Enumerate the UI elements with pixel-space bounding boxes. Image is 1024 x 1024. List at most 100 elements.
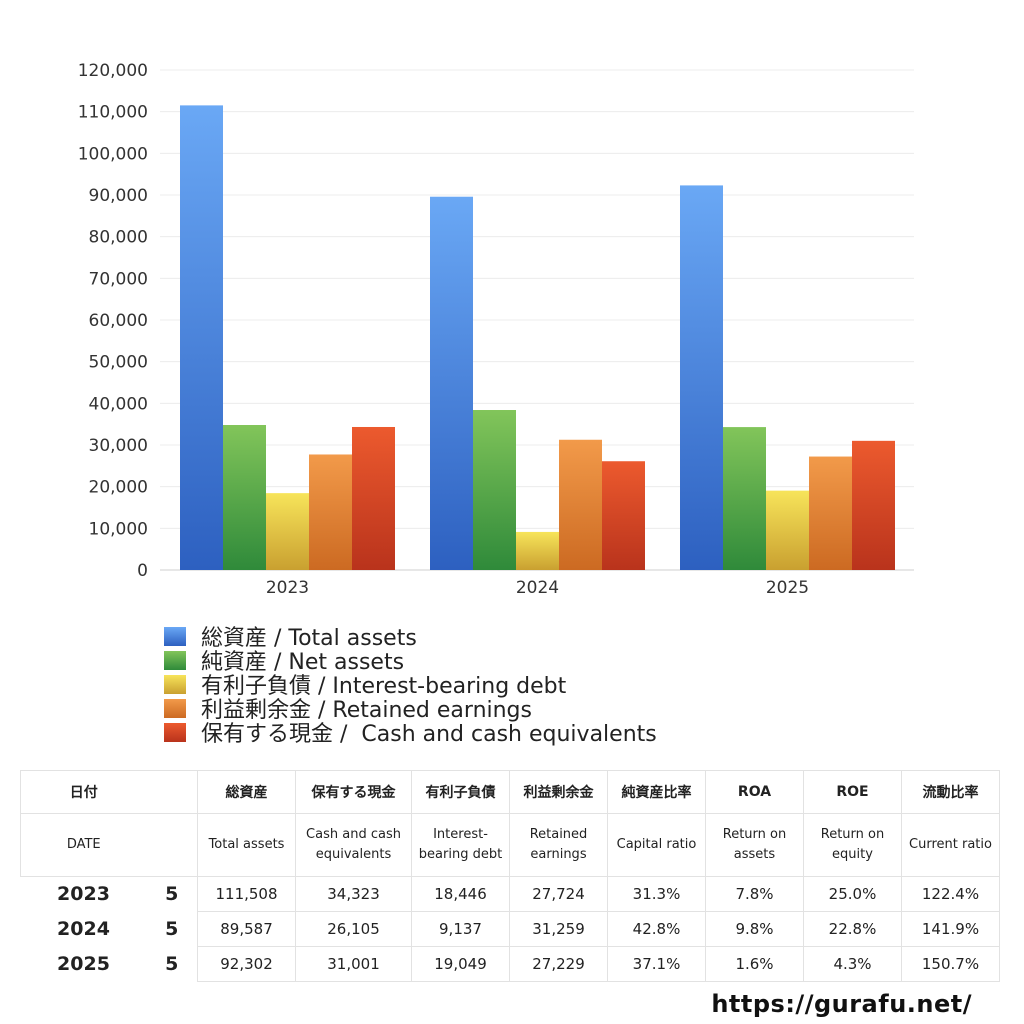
header-cell-en: Capital ratio <box>607 813 706 877</box>
table-header-jp: 日付 総資産 保有する現金 有利子負債 利益剰余金 純資産比率 ROA ROE 流動比率 <box>20 770 1000 814</box>
bar-2025-series-3 <box>809 456 852 570</box>
header-cell-en: Cash and cash equivalents <box>295 813 412 877</box>
y-tick-label: 100,000 <box>78 144 148 164</box>
header-cell-jp: 有利子負債 <box>411 770 510 814</box>
legend-item: 総資産 / Total assets <box>164 624 657 651</box>
table-row: 2024 5 89,587 26,105 9,137 31,259 42.8% 9.8% 22.… <box>21 911 1000 947</box>
legend-swatch <box>164 650 186 670</box>
legend-swatch <box>164 626 186 646</box>
header-cell-en: DATE <box>20 813 147 877</box>
table-cell: 4.3% <box>803 946 902 982</box>
table-cell: 37.1% <box>607 946 706 982</box>
table-cell: 25.0% <box>803 876 902 912</box>
table-cell: 26,105 <box>295 911 412 947</box>
table-cell: 5 <box>146 911 198 947</box>
legend-label: 保有する現金 / Cash and cash equivalents <box>201 722 657 747</box>
table-header-en: DATE Total assets Cash and cash equivalent… <box>20 813 1000 877</box>
y-tick-label: 110,000 <box>78 103 148 123</box>
table-cell: 18,446 <box>411 876 510 912</box>
y-tick-label: 90,000 <box>89 186 148 206</box>
header-cell-jp: 日付 <box>20 770 147 814</box>
legend-item: 利益剰余金 / Retained earnings <box>164 696 657 723</box>
legend-item: 有利子負債 / Interest-bearing debt <box>164 672 657 699</box>
bar-2025-series-2 <box>766 490 809 570</box>
table-cell: 89,587 <box>197 911 296 947</box>
table-cell: 111,508 <box>197 876 296 912</box>
legend-swatch <box>164 722 186 742</box>
header-cell-en <box>146 813 198 877</box>
bar-2024-series-0 <box>430 196 473 571</box>
y-tick-label: 30,000 <box>89 436 148 456</box>
table-cell: 2023 <box>57 883 110 906</box>
table-cell: 31,259 <box>509 911 608 947</box>
table-cell: 122.4% <box>901 876 1000 912</box>
bars <box>180 105 895 571</box>
header-cell-en: Interest-bearing debt <box>411 813 510 877</box>
table-cell: 42.8% <box>607 911 706 947</box>
header-cell-en: Return on assets <box>705 813 804 877</box>
x-tick-label: 2024 <box>516 578 559 598</box>
bar-2023-series-4 <box>352 426 395 570</box>
y-tick-label: 50,000 <box>89 353 148 373</box>
y-axis-ticks: 0 10,000 20,000 30,000 40,000 50,000 60,000 70,… <box>78 61 148 581</box>
table-cell: 9,137 <box>411 911 510 947</box>
bar-2023-series-1 <box>223 425 266 570</box>
header-cell-en: Total assets <box>197 813 296 877</box>
header-cell-en: Retained earnings <box>509 813 608 877</box>
table-cell: 150.7% <box>901 946 1000 982</box>
table-cell: 1.6% <box>705 946 804 982</box>
table-cell: 22.8% <box>803 911 902 947</box>
bar-2023-series-2 <box>266 493 309 570</box>
table-cell: 27,229 <box>509 946 608 982</box>
legend-label: 有利子負債 / Interest-bearing debt <box>201 674 567 699</box>
bar-2023-series-3 <box>309 454 352 570</box>
legend-label: 利益剰余金 / Retained earnings <box>201 698 532 723</box>
y-tick-label: 0 <box>137 561 148 581</box>
y-tick-label: 80,000 <box>89 228 148 248</box>
table-cell: 31.3% <box>607 876 706 912</box>
y-tick-label: 60,000 <box>89 311 148 331</box>
header-cell-jp: 保有する現金 <box>295 770 412 814</box>
site-url[interactable]: https://gurafu.net/ <box>711 990 972 1018</box>
legend-label: 総資産 / Total assets <box>201 626 417 651</box>
y-tick-label: 20,000 <box>89 478 148 498</box>
legend: 総資産 / Total assets 純資産 / Net assets 有利子負債 … <box>164 624 657 747</box>
header-cell-jp: ROA <box>705 770 804 814</box>
table-cell: 141.9% <box>901 911 1000 947</box>
bar-2023-series-0 <box>180 105 223 570</box>
table-cell: 92,302 <box>197 946 296 982</box>
table-cell: 5 <box>146 946 198 982</box>
bar-2024-series-4 <box>602 461 645 570</box>
table-cell: 2025 <box>57 953 110 975</box>
x-axis-ticks: 2023 2024 2025 <box>266 578 809 598</box>
bar-2024-series-1 <box>473 410 516 570</box>
table-cell: 7.8% <box>705 876 804 912</box>
legend-item: 保有する現金 / Cash and cash equivalents <box>164 720 657 747</box>
table-cell: 9.8% <box>705 911 804 947</box>
header-cell-jp: 流動比率 <box>901 770 1000 814</box>
table-cell: 2024 <box>57 918 110 940</box>
bar-chart: 0 10,000 20,000 30,000 40,000 50,000 60,000 70,… <box>78 61 914 598</box>
header-cell-jp: 総資産 <box>197 770 296 814</box>
legend-swatch <box>164 698 186 718</box>
table-row: 2023 5 111,508 34,323 18,446 27,724 31.3% 7.8% 2… <box>21 876 1000 912</box>
header-cell-jp: 利益剰余金 <box>509 770 608 814</box>
table-cell: 27,724 <box>509 876 608 912</box>
x-tick-label: 2025 <box>766 578 809 598</box>
legend-item: 純資産 / Net assets <box>164 648 657 675</box>
header-cell-jp: 純資産比率 <box>607 770 706 814</box>
y-tick-label: 10,000 <box>89 519 148 539</box>
y-tick-label: 70,000 <box>89 269 148 289</box>
bar-2024-series-3 <box>559 439 602 570</box>
header-cell-en: Return on equity <box>803 813 902 877</box>
legend-swatch <box>164 674 186 694</box>
header-cell-jp: ROE <box>803 770 902 814</box>
header-cell-jp <box>146 770 198 814</box>
x-tick-label: 2023 <box>266 578 309 598</box>
bar-2025-series-1 <box>723 427 766 570</box>
bar-2025-series-0 <box>680 185 723 571</box>
bar-2024-series-2 <box>516 531 559 570</box>
table-cell: 5 <box>146 876 198 912</box>
y-tick-label: 40,000 <box>89 394 148 414</box>
y-tick-label: 120,000 <box>78 61 148 81</box>
